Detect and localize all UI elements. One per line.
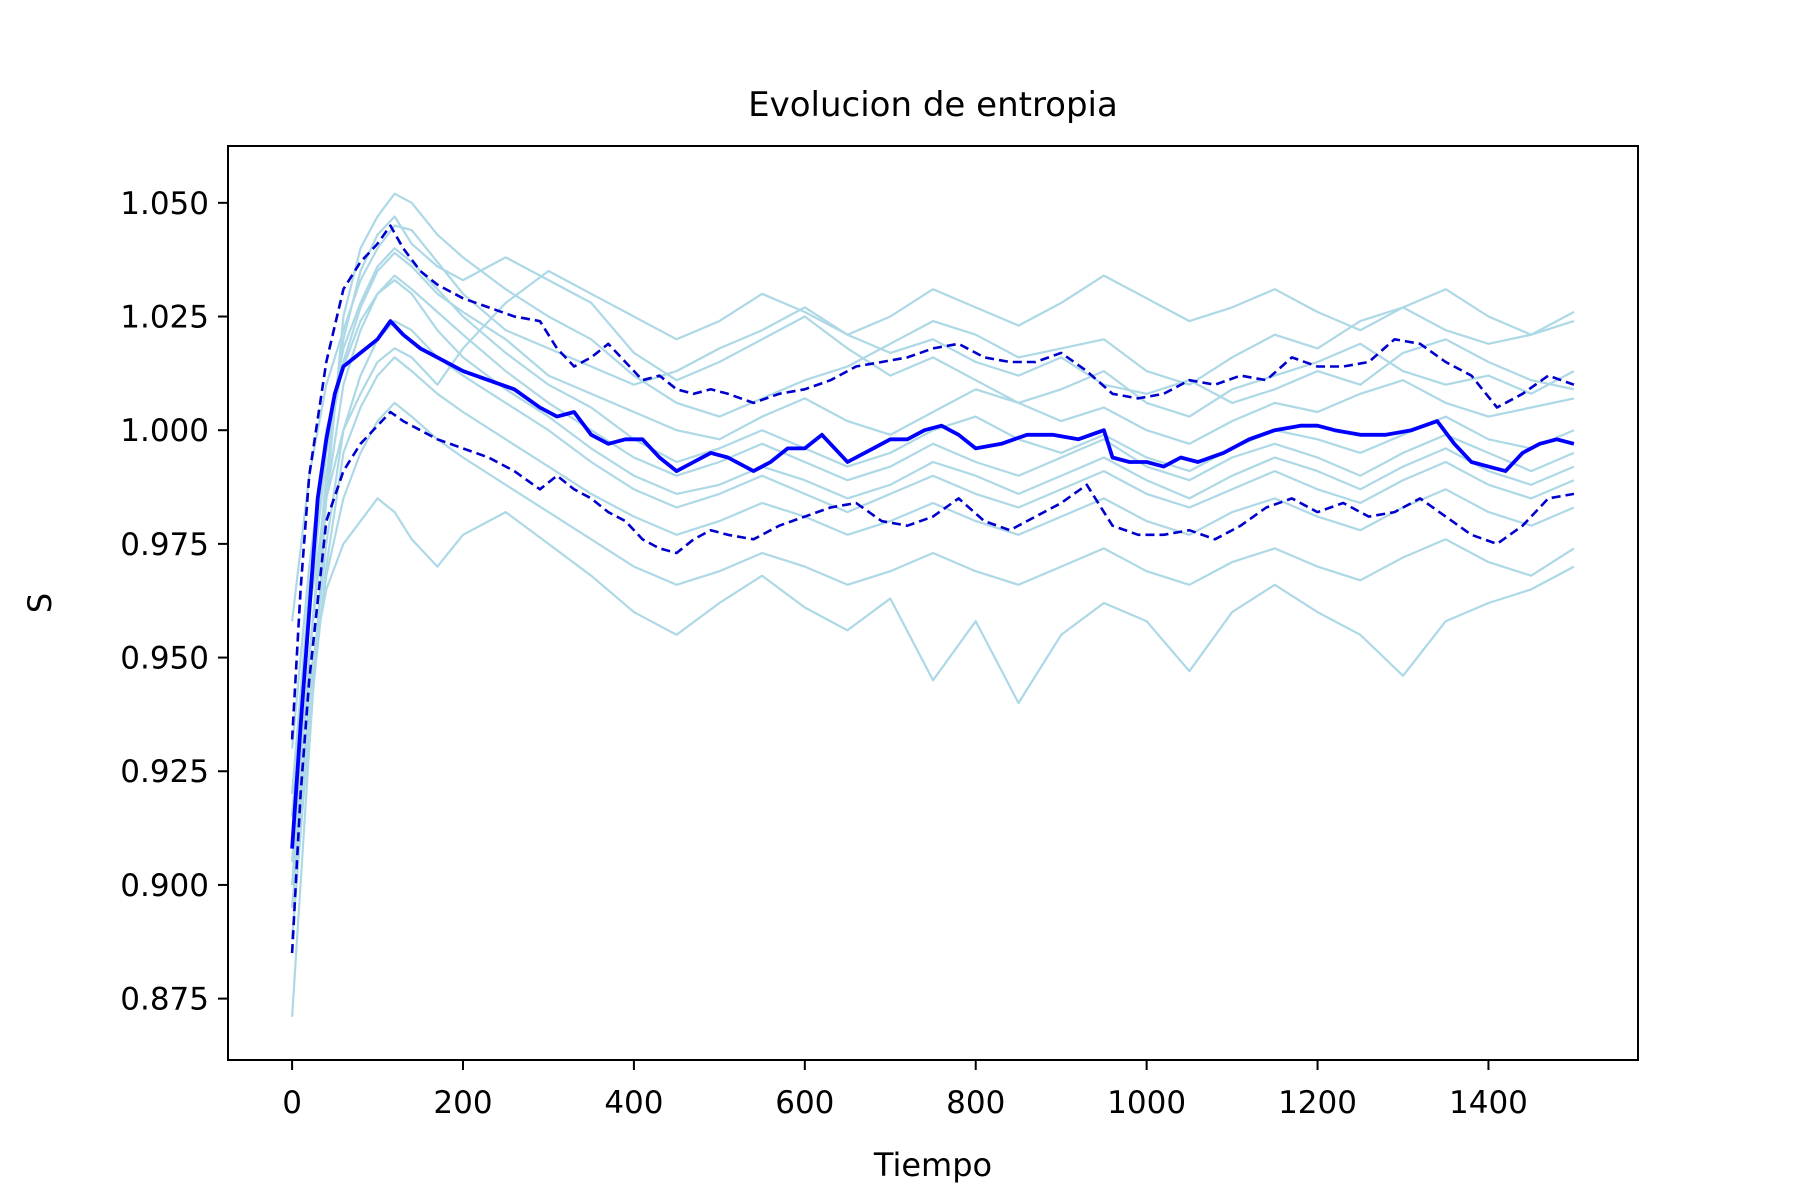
y-tick-label: 0.875 xyxy=(120,982,209,1018)
run-line-9 xyxy=(291,356,1575,940)
run-line-5 xyxy=(291,247,1575,795)
y-axis-label: S xyxy=(21,593,59,613)
x-tick-label: 200 xyxy=(433,1085,492,1121)
run-line-2 xyxy=(291,215,1575,885)
y-tick-label: 0.950 xyxy=(120,641,209,677)
run-line-7 xyxy=(291,279,1575,749)
y-tick-label: 0.925 xyxy=(120,754,209,790)
run-line-12 xyxy=(291,269,1575,795)
x-tick-label: 1000 xyxy=(1107,1085,1186,1121)
run-line-10 xyxy=(291,401,1575,886)
x-tick-label: 800 xyxy=(946,1085,1005,1121)
run-line-4 xyxy=(291,251,1575,817)
x-tick-label: 1200 xyxy=(1278,1085,1357,1121)
x-axis-label: Tiempo xyxy=(873,1146,992,1184)
summary-lines xyxy=(290,224,1575,954)
upper-line xyxy=(290,224,1575,740)
y-tick-label: 1.025 xyxy=(120,300,209,336)
axes-frame xyxy=(227,145,1639,1061)
plot-area xyxy=(290,192,1575,1017)
y-tick-label: 1.050 xyxy=(120,186,209,222)
y-tick-label: 1.000 xyxy=(120,413,209,449)
y-axis: 0.875 0.900 0.925 0.950 0.975 1.000 1.025 1.050 xyxy=(120,186,228,1018)
lower-line xyxy=(290,410,1575,954)
x-axis: 0 200 400 600 800 1000 1200 1400 xyxy=(282,1060,1528,1121)
x-tick-label: 1400 xyxy=(1449,1085,1528,1121)
y-tick-label: 0.975 xyxy=(120,527,209,563)
chart-title: Evolucion de entropia xyxy=(748,85,1118,125)
y-tick-label: 0.900 xyxy=(120,868,209,904)
mean-line xyxy=(290,319,1575,849)
run-line-1 xyxy=(291,192,1575,1017)
x-tick-label: 400 xyxy=(604,1085,663,1121)
x-tick-label: 600 xyxy=(775,1085,834,1121)
run-line-11 xyxy=(291,497,1575,840)
x-tick-label: 0 xyxy=(282,1085,302,1121)
run-line-6 xyxy=(291,274,1575,863)
